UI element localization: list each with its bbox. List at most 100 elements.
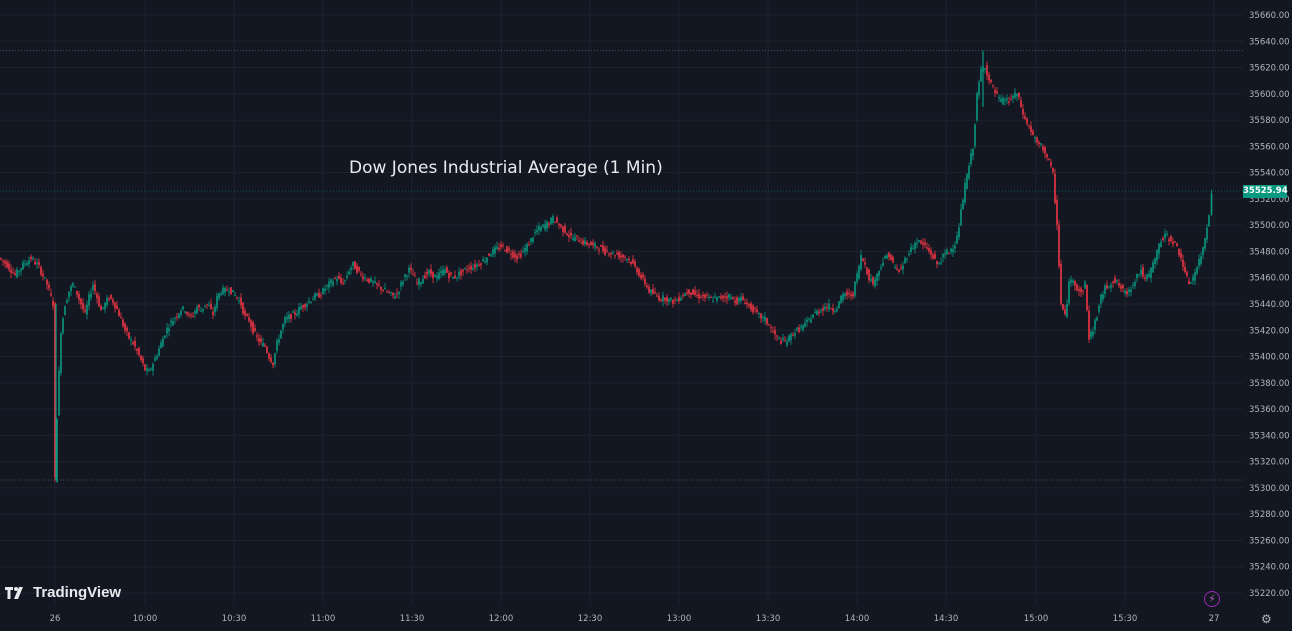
candle-body <box>88 294 90 306</box>
candle-body <box>170 320 172 323</box>
candle-body <box>1180 252 1182 259</box>
candle-body <box>278 339 280 343</box>
candle-body <box>548 223 550 225</box>
candle-body <box>782 338 784 340</box>
candle-body <box>1030 126 1032 132</box>
candle-body <box>396 293 398 295</box>
candle-body <box>844 293 846 297</box>
candle-body <box>682 295 684 297</box>
candle-body <box>60 333 62 374</box>
candle-body <box>338 275 340 279</box>
candle-body <box>214 306 216 313</box>
candle-body <box>206 304 208 306</box>
candle-body <box>282 324 284 330</box>
candle-body <box>898 269 900 272</box>
candle-body <box>462 269 464 272</box>
candle-body <box>1026 118 1028 124</box>
candle-body <box>432 271 434 279</box>
candle-body <box>104 302 106 310</box>
candle-body <box>776 335 778 337</box>
candle-body <box>372 281 374 283</box>
tradingview-logo[interactable]: TradingView <box>5 584 121 601</box>
y-tick-label: 35280.00 <box>1249 510 1290 520</box>
candle-body <box>360 273 362 275</box>
candle-body <box>720 296 722 299</box>
candle-body <box>242 302 244 314</box>
candle-body <box>308 301 310 303</box>
candle-body <box>552 216 554 223</box>
candle-body <box>246 314 248 316</box>
candle-body <box>516 255 518 260</box>
candle-body <box>542 224 544 227</box>
candle-body <box>448 273 450 279</box>
candle-body <box>760 313 762 319</box>
candle-body <box>1114 277 1116 283</box>
y-tick-label: 35360.00 <box>1249 405 1290 415</box>
candle-body <box>188 314 190 316</box>
candle-body <box>86 304 88 315</box>
candle-body <box>342 282 344 284</box>
y-tick-label: 35400.00 <box>1249 353 1290 363</box>
candle-body <box>522 251 524 253</box>
candle-body <box>326 285 328 287</box>
candle-body <box>930 250 932 255</box>
candle-body <box>674 299 676 301</box>
gear-icon[interactable]: ⚙ <box>1261 612 1272 626</box>
candle-body <box>884 255 886 259</box>
y-tick-label: 35420.00 <box>1249 326 1290 336</box>
candle-body <box>378 284 380 286</box>
candle-body <box>252 322 254 334</box>
candle-body <box>708 297 710 299</box>
candle-body <box>356 265 358 273</box>
candle-body <box>594 243 596 248</box>
candle-body <box>608 254 610 256</box>
candle-body <box>1002 97 1004 105</box>
candle-body <box>916 242 918 244</box>
candle-body <box>768 324 770 326</box>
candle-body <box>694 290 696 295</box>
candle-body <box>882 262 884 267</box>
candle-body <box>924 242 926 246</box>
candle-body <box>198 304 200 308</box>
candle-body <box>944 253 946 255</box>
candle-body <box>178 313 180 318</box>
candle-body <box>624 256 626 258</box>
candle-body <box>872 277 874 285</box>
candle-body <box>266 346 268 353</box>
candle-body <box>1210 193 1213 215</box>
candle-body <box>50 293 52 296</box>
candle-body <box>546 221 548 229</box>
candle-body <box>848 292 850 294</box>
candle-body <box>12 272 14 274</box>
candle-body <box>510 253 512 255</box>
candle-body <box>856 273 858 283</box>
candle-body <box>310 301 312 303</box>
candle-body <box>1208 215 1210 227</box>
candle-body <box>818 311 820 314</box>
candle-body <box>1194 272 1196 281</box>
candle-body <box>1000 98 1002 102</box>
candle-body <box>46 279 48 285</box>
candle-body <box>1056 200 1058 226</box>
candle-body <box>536 229 538 233</box>
candle-body <box>834 311 836 313</box>
candle-body <box>112 299 114 304</box>
candle-body <box>194 311 196 314</box>
candle-body <box>1090 331 1092 338</box>
candle-body <box>688 289 690 294</box>
candle-body <box>1170 236 1172 242</box>
candle-body <box>56 418 58 483</box>
candle-body <box>498 247 500 250</box>
candle-body <box>684 293 686 297</box>
candle-body <box>332 281 334 286</box>
candle-body <box>858 265 860 279</box>
candle-body <box>84 309 86 312</box>
candle-body <box>554 221 556 223</box>
lightning-icon[interactable]: ⚡ <box>1204 591 1220 607</box>
candle-body <box>402 281 404 285</box>
candle-body <box>862 258 864 261</box>
x-tick-label: 10:00 <box>133 614 158 624</box>
candle-body <box>592 242 594 245</box>
candle-body <box>864 262 866 265</box>
